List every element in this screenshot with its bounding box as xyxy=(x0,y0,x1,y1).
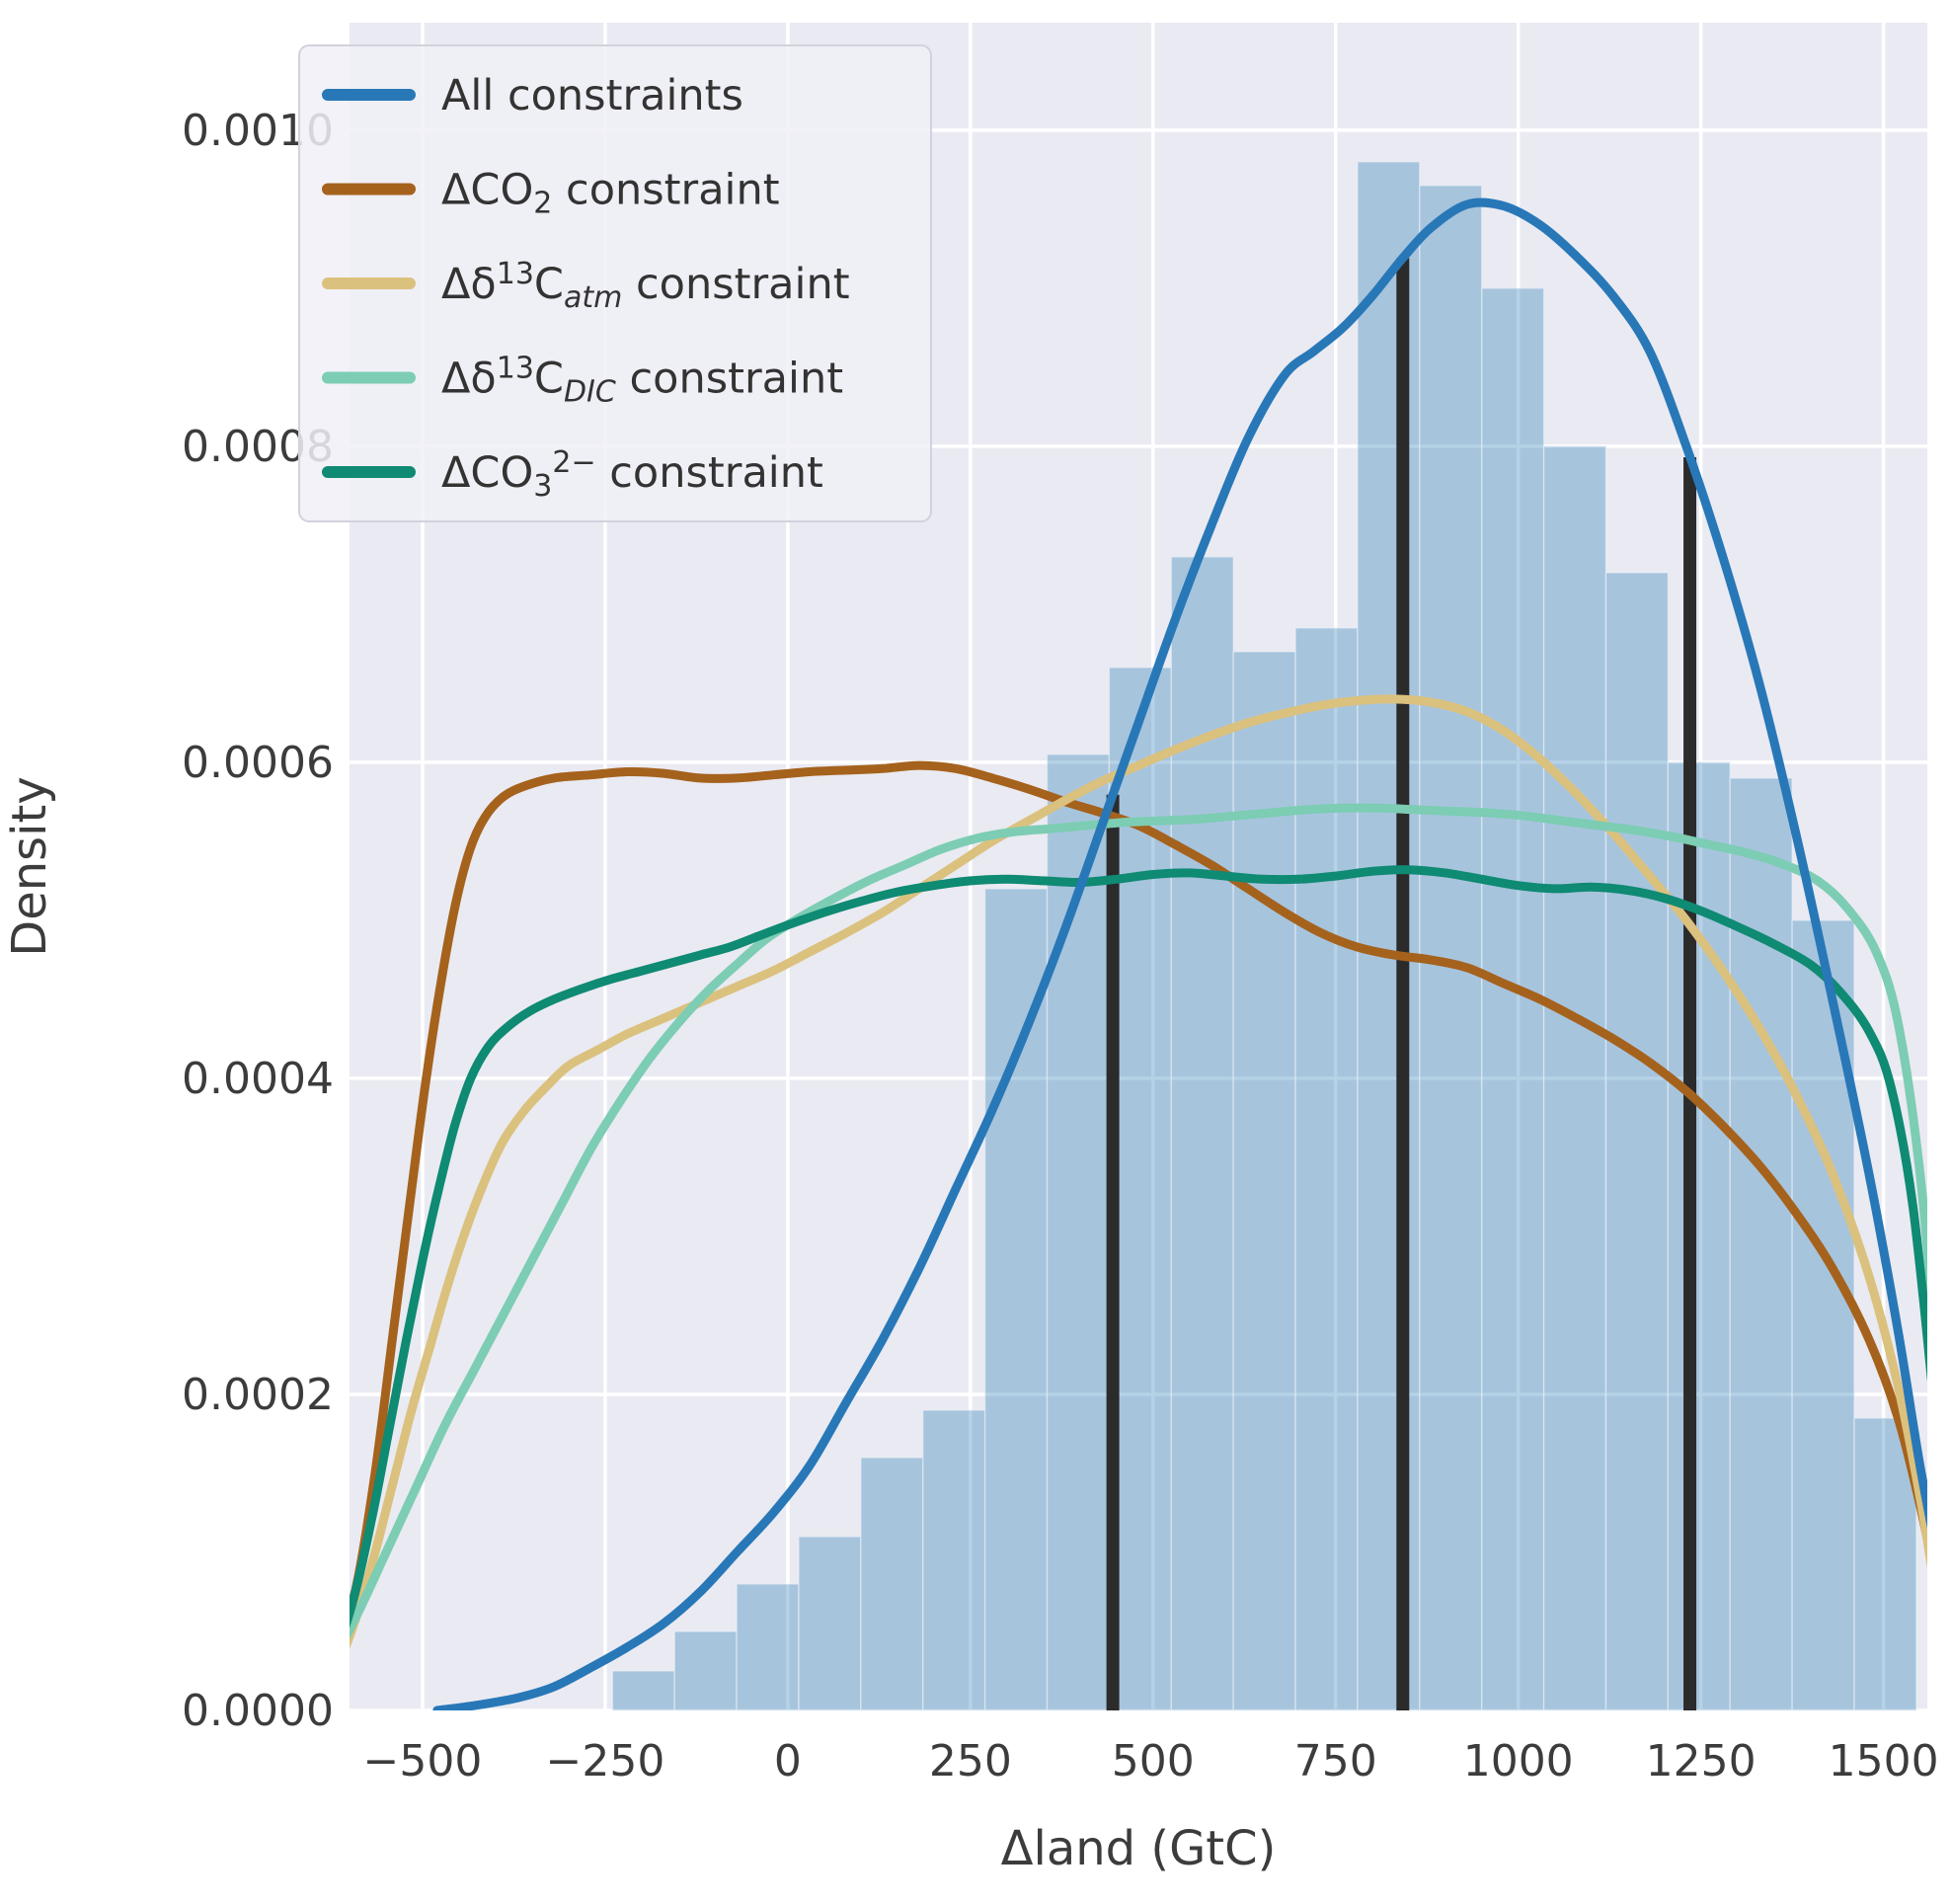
quantile-lines xyxy=(1106,258,1697,1710)
histogram-bar xyxy=(1419,185,1483,1710)
legend-label-4: ΔCO32− constraint xyxy=(441,445,823,504)
y-tick-label: 0.0002 xyxy=(182,1370,334,1420)
histogram-bar xyxy=(1357,161,1421,1710)
legend-label-part: 2− xyxy=(552,445,595,480)
histogram xyxy=(611,161,1917,1710)
legend-label-part: constraint xyxy=(596,448,823,498)
legend-label-part: DIC xyxy=(564,375,616,410)
legend-label-part: 2 xyxy=(533,187,552,221)
y-tick-label: 0.0000 xyxy=(182,1686,334,1736)
histogram-bar xyxy=(1232,651,1296,1710)
legend-label-part: All constraints xyxy=(441,71,743,120)
legend-label-part: C xyxy=(534,260,564,309)
legend-item-2: Δδ13Catm constraint xyxy=(322,257,850,315)
legend-label-part: C xyxy=(534,355,564,404)
x-tick-label: 0 xyxy=(774,1736,802,1786)
legend-label-part: ΔCO xyxy=(441,166,533,215)
legend-label-0: All constraints xyxy=(441,71,743,120)
histogram-bar xyxy=(673,1630,738,1710)
histogram-bar xyxy=(1294,627,1359,1710)
x-tick-label: 250 xyxy=(929,1736,1012,1786)
x-tick-label: −250 xyxy=(546,1736,665,1786)
x-tick-label: 500 xyxy=(1112,1736,1195,1786)
legend-label-part: constraint xyxy=(616,355,843,404)
legend-label-part: constraint xyxy=(552,166,779,215)
kde-curve--13c-dic-constraint xyxy=(350,803,1927,1640)
legend-box xyxy=(298,44,932,522)
legend-label-2: Δδ13Catm constraint xyxy=(441,257,850,315)
legend-label-3: Δδ13CDIC constraint xyxy=(441,352,843,410)
legend-label-part: constraint xyxy=(622,260,849,309)
kde-curve--co3-2-constraint xyxy=(350,865,1927,1628)
histogram-bar xyxy=(798,1536,862,1710)
kde-curve--13c-atm-constraint xyxy=(350,694,1927,1649)
legend-label-1: ΔCO2 constraint xyxy=(441,166,780,221)
legend-label-part: atm xyxy=(564,280,622,315)
legend-item-3: Δδ13CDIC constraint xyxy=(322,352,843,410)
legend-item-4: ΔCO32− constraint xyxy=(322,445,823,504)
x-tick-label: 1500 xyxy=(1829,1736,1939,1786)
y-tick-label: 0.0004 xyxy=(182,1054,334,1104)
legend-item-1: ΔCO2 constraint xyxy=(322,166,780,221)
histogram-bar xyxy=(983,888,1049,1710)
x-tick-label: 750 xyxy=(1294,1736,1377,1786)
x-tick-label: 1250 xyxy=(1646,1736,1756,1786)
legend-label-part: Δδ xyxy=(441,355,497,404)
histogram-bar xyxy=(922,1409,986,1710)
legend-label-part: Δδ xyxy=(441,260,497,309)
kde-curve--co2-constraint xyxy=(350,760,1927,1628)
histogram-bar xyxy=(1604,572,1670,1710)
legend-label-part: 3 xyxy=(533,469,552,504)
histogram-bar xyxy=(1542,445,1607,1710)
histogram-bar xyxy=(1853,1417,1917,1710)
y-axis-label: Density xyxy=(2,776,57,956)
x-axis-label: Δland (GtC) xyxy=(1001,1821,1277,1876)
histogram-bar xyxy=(1729,777,1793,1710)
legend-label-part: ΔCO xyxy=(441,448,533,498)
kde-curve-all-constraints xyxy=(432,198,1927,1710)
kde-curves xyxy=(350,198,1927,1710)
x-tick-label: −500 xyxy=(363,1736,483,1786)
histogram-bar xyxy=(736,1583,800,1710)
y-tick-label: 0.0006 xyxy=(182,738,334,788)
histogram-bar xyxy=(860,1457,924,1710)
legend-label-part: 13 xyxy=(497,352,534,386)
histogram-bar xyxy=(611,1670,675,1710)
legend-label-part: 13 xyxy=(497,257,534,291)
x-tick-label: 1000 xyxy=(1463,1736,1574,1786)
legend-item-0: All constraints xyxy=(322,71,743,120)
